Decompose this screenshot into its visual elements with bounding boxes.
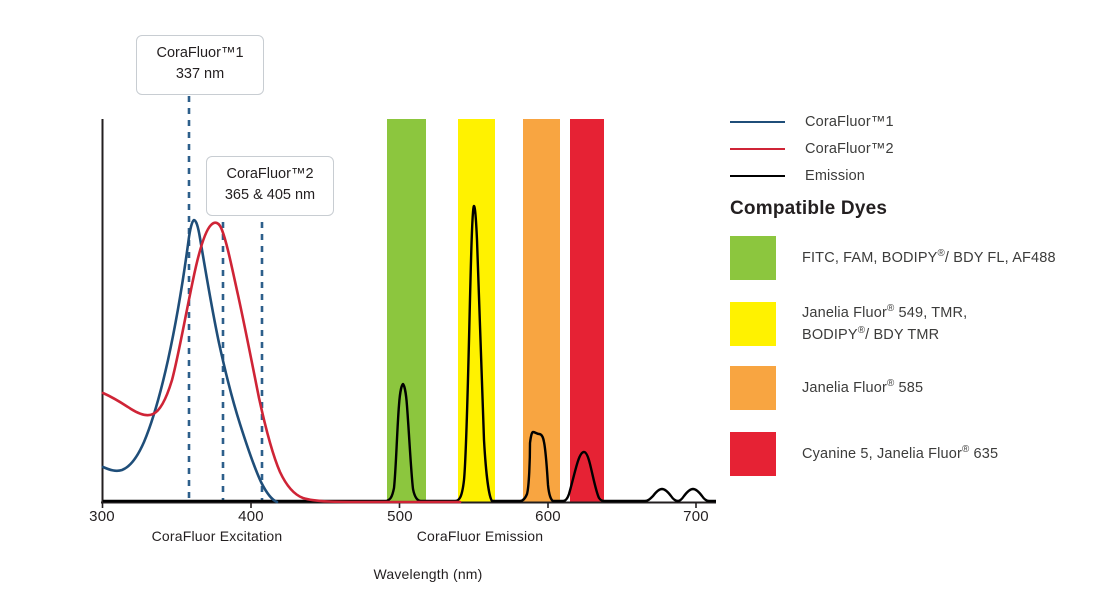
band-orange <box>523 119 560 502</box>
band-red <box>570 119 604 502</box>
chart-legend: CoraFluor™1 CoraFluor™2 Emission <box>730 108 1110 189</box>
dye-swatch-green <box>730 236 776 280</box>
callout-corafluor2: CoraFluor™2 365 & 405 nm <box>206 156 334 217</box>
legend-item-corafluor2: CoraFluor™2 <box>730 135 1110 162</box>
x-tick-500: 500 <box>387 508 413 525</box>
callout-corafluor1: CoraFluor™1 337 nm <box>136 35 264 96</box>
legend-item-emission: Emission <box>730 162 1110 189</box>
dye-label-orange-line1: Janelia Fluor® 585 <box>802 378 924 397</box>
legend-line-emission <box>730 174 785 177</box>
dye-row-red: Cyanine 5, Janelia Fluor® 635 <box>730 432 1110 476</box>
band-green <box>387 119 426 502</box>
dye-label-green: FITC, FAM, BODIPY®/ BDY FL, AF488 <box>802 247 1056 268</box>
legend-label-emission: Emission <box>805 167 866 184</box>
legend-line-corafluor2 <box>730 147 785 150</box>
dye-swatch-yellow <box>730 302 776 346</box>
dye-swatch-red <box>730 432 776 476</box>
x-axis-title: Wavelength (nm) <box>373 566 483 582</box>
x-tick-400: 400 <box>238 508 264 525</box>
dye-label-red: Cyanine 5, Janelia Fluor® 635 <box>802 443 998 464</box>
dye-bands <box>387 119 604 502</box>
excitation-range-label: CoraFluor Excitation <box>151 528 283 544</box>
dye-row-green: FITC, FAM, BODIPY®/ BDY FL, AF488 <box>730 236 1110 280</box>
legend-item-corafluor1: CoraFluor™1 <box>730 108 1110 135</box>
callout-corafluor1-title: CoraFluor™1 <box>156 45 244 61</box>
corafluor1-curve <box>101 218 279 504</box>
legend-label-corafluor2: CoraFluor™2 <box>805 140 894 157</box>
legend-line-corafluor1 <box>730 120 785 123</box>
dye-label-yellow-line1: Janelia Fluor® 549, TMR, <box>802 303 968 322</box>
chart-canvas <box>101 96 716 508</box>
dye-label-red-line1: Cyanine 5, Janelia Fluor® 635 <box>802 444 999 463</box>
x-tick-300: 300 <box>89 508 115 525</box>
band-yellow <box>458 119 495 502</box>
dye-label-yellow-line2: BODIPY®/ BDY TMR <box>802 325 940 343</box>
callout-corafluor2-title: CoraFluor™2 <box>226 166 314 182</box>
dye-swatch-orange <box>730 366 776 410</box>
callout-corafluor1-value: 337 nm <box>175 66 225 83</box>
callout-corafluor2-value: 365 & 405 nm <box>224 187 316 204</box>
emission-range-label: CoraFluor Emission <box>416 528 544 544</box>
dye-row-yellow: Janelia Fluor® 549, TMR, BODIPY®/ BDY TM… <box>730 302 1110 346</box>
compatible-dyes-panel: Compatible Dyes FITC, FAM, BODIPY®/ BDY … <box>730 198 1110 492</box>
compatible-dyes-title: Compatible Dyes <box>730 198 888 219</box>
emission-curve <box>103 204 716 503</box>
x-tick-600: 600 <box>535 508 561 525</box>
dye-label-orange: Janelia Fluor® 585 <box>802 377 923 398</box>
dye-label-yellow: Janelia Fluor® 549, TMR, BODIPY®/ BDY TM… <box>802 303 967 346</box>
corafluor2-curve <box>101 221 462 504</box>
spectra-chart: Normalized Intensity 300 400 500 600 700… <box>89 35 716 582</box>
dye-row-orange: Janelia Fluor® 585 <box>730 366 1110 410</box>
x-tick-700: 700 <box>683 508 709 525</box>
legend-label-corafluor1: CoraFluor™1 <box>805 113 894 130</box>
dye-label-green-line1: FITC, FAM, BODIPY®/ BDY FL, AF488 <box>802 248 1056 267</box>
